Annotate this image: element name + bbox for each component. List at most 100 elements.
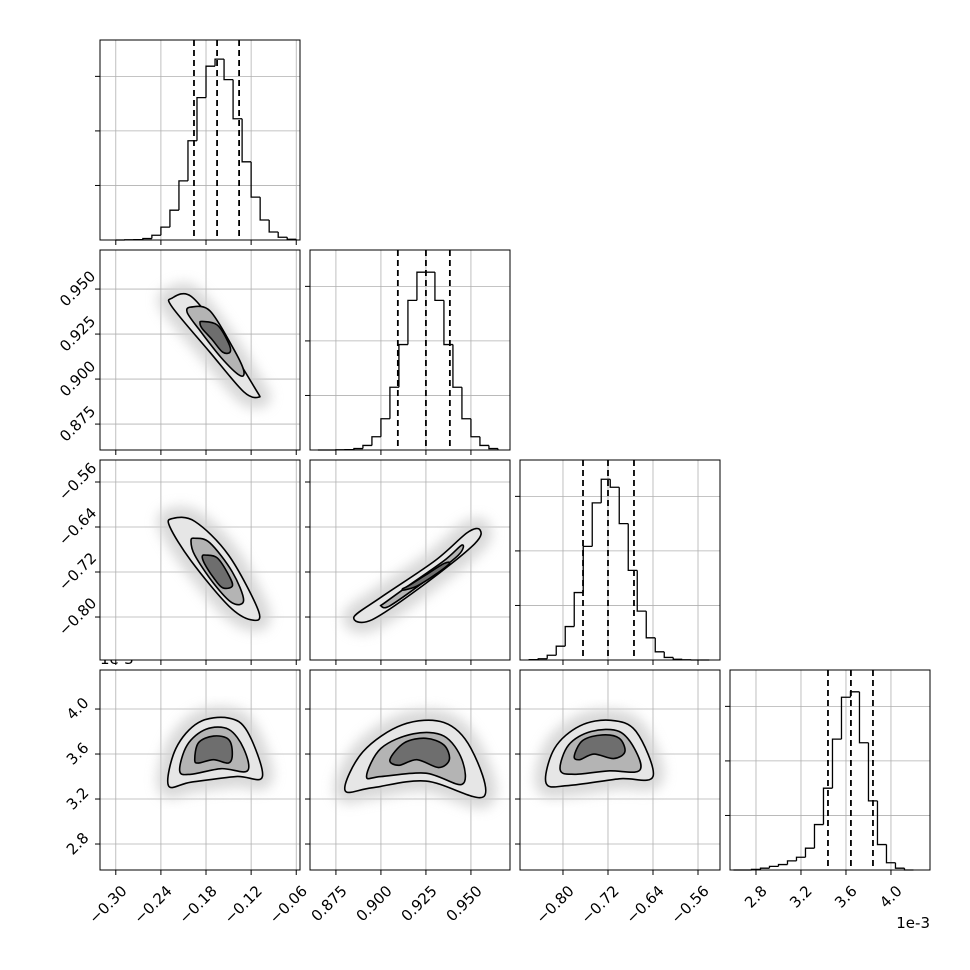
histogram-step	[389, 386, 399, 419]
contour	[573, 734, 626, 761]
histogram-step	[286, 237, 297, 240]
panel	[310, 250, 510, 450]
x-tick-label: 0.900	[353, 882, 396, 925]
histogram-step	[479, 436, 489, 447]
x-tick-label: 2.8	[741, 882, 771, 912]
histogram-step	[894, 862, 905, 869]
histogram-step	[555, 645, 566, 656]
histogram-step	[196, 96, 207, 141]
histogram-step	[232, 79, 243, 120]
histogram-step	[636, 570, 647, 612]
histogram-step	[214, 58, 225, 67]
y-tick-label: 0.925	[56, 312, 99, 355]
histogram-step	[461, 387, 471, 420]
panel-frame	[729, 669, 931, 871]
histogram-step	[407, 299, 417, 345]
y-tick-label: −0.80	[55, 594, 100, 639]
panel-frame	[519, 669, 721, 871]
contour	[201, 554, 234, 590]
y-tick-label: 2.8	[63, 829, 93, 859]
histogram-step	[786, 860, 797, 865]
histogram-step	[151, 234, 161, 239]
histogram-step	[488, 445, 498, 450]
y-tick-label: −0.72	[55, 549, 100, 594]
y-tick-label: 0.950	[56, 267, 99, 310]
histogram-step	[663, 651, 674, 659]
y-tick-label: −0.64	[55, 504, 100, 549]
panel-frame	[309, 249, 511, 451]
histogram-step	[582, 545, 593, 593]
histogram-step	[858, 691, 869, 744]
histogram-step	[371, 436, 381, 446]
histogram-step	[353, 447, 363, 450]
x-tick-label: 4.0	[876, 882, 906, 912]
panel	[520, 460, 720, 660]
contour	[193, 735, 234, 764]
histogram-step	[160, 226, 170, 236]
panel-frame	[309, 459, 511, 661]
contour	[352, 527, 482, 624]
histogram-step	[768, 865, 779, 869]
histogram-step	[250, 161, 261, 198]
panel-frame	[99, 459, 301, 661]
x-tick-label: −0.06	[266, 882, 311, 927]
histogram-step	[822, 787, 833, 825]
y-tick-label: −0.56	[55, 459, 100, 504]
histogram-step	[573, 591, 584, 627]
histogram-step	[777, 863, 788, 867]
x-tick-label: 0.925	[398, 882, 441, 925]
contour	[389, 737, 451, 769]
y-tick-label: 4.0	[63, 694, 93, 724]
x-tick-label: 0.875	[308, 882, 351, 925]
histogram-step	[885, 844, 896, 864]
panel-frame	[309, 669, 511, 871]
histogram-step	[169, 209, 179, 228]
histogram-step	[654, 637, 665, 653]
y-tick-label: 3.6	[63, 739, 93, 769]
histogram-step	[452, 344, 462, 388]
x-tick-label: 0.950	[443, 882, 486, 925]
histogram-step	[416, 271, 426, 301]
panel-frame	[99, 669, 301, 871]
histogram-step	[205, 65, 216, 98]
histogram-step	[618, 487, 629, 525]
y-tick-label: 3.2	[63, 784, 93, 814]
x-tick-label: −0.24	[130, 882, 175, 927]
contour	[401, 561, 451, 591]
histogram-step	[398, 343, 408, 388]
histogram-step	[223, 59, 234, 81]
histogram-step	[840, 696, 851, 740]
histogram-step	[268, 220, 279, 233]
panel-frame	[99, 249, 301, 451]
histogram-step	[434, 272, 444, 302]
histogram-step	[609, 479, 620, 488]
contour	[199, 320, 232, 355]
histogram-step	[876, 800, 887, 846]
histogram-step	[277, 232, 288, 238]
histogram-step	[546, 654, 557, 659]
x-tick-label: −0.80	[532, 882, 577, 927]
x-tick-label: −0.56	[668, 882, 713, 927]
x-tick-label: −0.64	[623, 882, 668, 927]
x-tick-label: 3.6	[831, 882, 861, 912]
y-tick-label: 0.875	[56, 402, 99, 445]
histogram-step	[142, 237, 152, 240]
histogram-step	[600, 478, 611, 503]
histogram-step	[178, 180, 188, 211]
histogram-step	[259, 197, 270, 221]
histogram-step	[672, 657, 683, 660]
x-tick-label: −0.12	[221, 882, 266, 927]
x-tick-label: −0.72	[578, 882, 623, 927]
histogram-step	[645, 611, 656, 639]
histogram-step	[362, 444, 372, 449]
panel-frame	[99, 39, 301, 241]
histogram-step	[804, 847, 815, 858]
offset-text: 1e-3	[896, 914, 930, 932]
panel	[730, 670, 930, 870]
histogram-step	[759, 867, 770, 870]
panel	[100, 40, 300, 240]
histogram-step	[537, 658, 548, 660]
x-tick-label: 3.2	[786, 882, 816, 912]
